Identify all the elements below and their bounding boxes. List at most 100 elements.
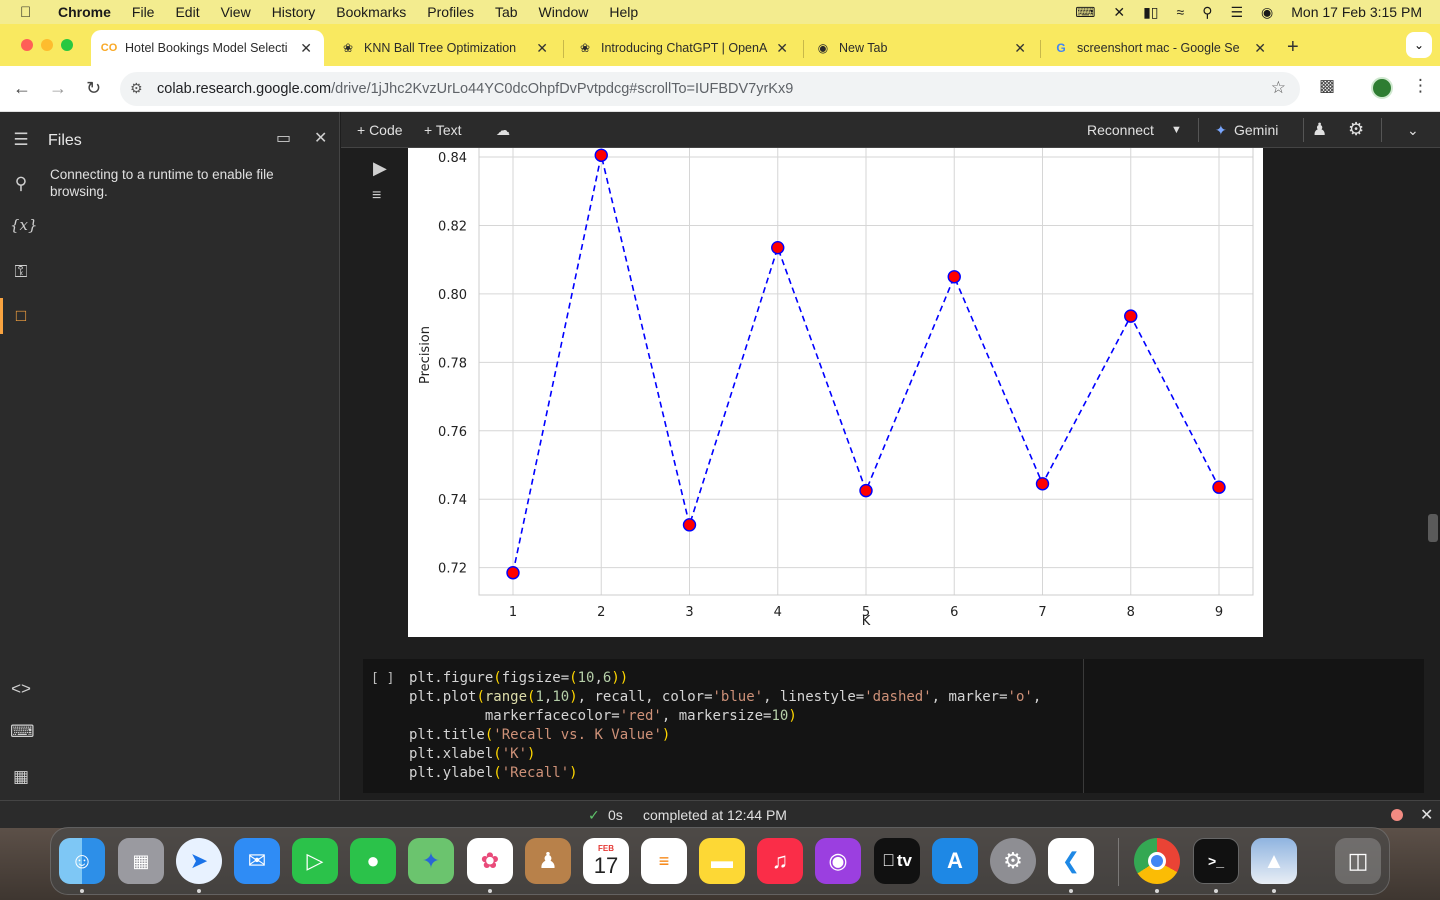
- address-bar[interactable]: ⚙ colab.research.google.com/drive/1jJhc2…: [120, 72, 1300, 106]
- messages-icon[interactable]: ●: [350, 838, 396, 884]
- calendar-icon[interactable]: FEB 17: [583, 838, 629, 884]
- code-cell[interactable]: [ ] plt.figure(figsize=(10,6)) plt.plot(…: [363, 659, 1424, 793]
- tab-knn-ball-tree[interactable]: ❀ KNN Ball Tree Optimization ✕: [330, 30, 560, 66]
- tab-introducing-chatgpt[interactable]: ❀ Introducing ChatGPT | OpenA ✕: [567, 30, 800, 66]
- secrets-key-icon[interactable]: ⚿: [14, 262, 28, 281]
- photos-icon[interactable]: ✿: [467, 838, 513, 884]
- podcasts-icon[interactable]: ◉: [815, 838, 861, 884]
- add-code-cell-button[interactable]: + Code: [357, 122, 403, 138]
- tab-separator: [1040, 40, 1041, 58]
- menu-help[interactable]: Help: [609, 4, 639, 20]
- facetime-icon[interactable]: ▷: [292, 838, 338, 884]
- runtime-status-dot-icon[interactable]: [1391, 809, 1403, 821]
- chrome-menu-kebab-icon[interactable]: ⋮: [1412, 76, 1429, 95]
- output-menu-icon[interactable]: ≡: [372, 187, 382, 204]
- menu-view[interactable]: View: [220, 4, 251, 20]
- menu-clock[interactable]: Mon 17 Feb 3:15 PM: [1291, 4, 1422, 20]
- share-people-icon[interactable]: ♟: [1312, 120, 1328, 139]
- bookmark-star-icon[interactable]: ☆: [1270, 78, 1286, 97]
- app-store-icon[interactable]: A: [932, 838, 978, 884]
- siri-icon[interactable]: ◉: [1261, 3, 1274, 20]
- extensions-puzzle-icon[interactable]: ▩: [1319, 76, 1336, 95]
- variables-icon[interactable]: {x}: [10, 216, 38, 234]
- tab-title: Introducing ChatGPT | OpenA: [601, 41, 768, 55]
- run-cell-play-icon[interactable]: ▶: [373, 158, 387, 178]
- close-window-button[interactable]: [21, 39, 33, 51]
- terminal-icon[interactable]: >_: [1193, 838, 1239, 884]
- preview-icon[interactable]: ▲: [1251, 838, 1297, 884]
- safari-icon[interactable]: ➤: [176, 838, 222, 884]
- menu-history[interactable]: History: [271, 4, 316, 20]
- notebook-area: ▶ ≡ 0.72 0.74 0.76 0.78 0.80 0.82 0.84 1 2 3 4 5 6 7 8…: [341, 145, 1440, 800]
- close-panel-icon[interactable]: ✕: [314, 130, 328, 147]
- cloud-save-icon[interactable]: ☁: [496, 122, 510, 138]
- new-tab-button[interactable]: +: [1287, 36, 1299, 58]
- code-snippets-icon[interactable]: <>: [11, 679, 31, 698]
- table-of-contents-icon[interactable]: ☰: [13, 130, 29, 149]
- notebook-scrollbar[interactable]: [1428, 514, 1438, 542]
- chrome-icon[interactable]: [1134, 838, 1180, 884]
- search-icon[interactable]: ⚲: [14, 174, 28, 193]
- system-settings-icon[interactable]: ⚙: [990, 838, 1036, 884]
- menu-profiles[interactable]: Profiles: [427, 4, 474, 20]
- open-in-tab-icon[interactable]: ▭: [276, 130, 292, 147]
- zoom-window-button[interactable]: [61, 39, 73, 51]
- vscode-icon[interactable]: ❮: [1048, 838, 1094, 884]
- cell-execution-bracket[interactable]: [ ]: [371, 671, 395, 686]
- minimize-window-button[interactable]: [41, 39, 53, 51]
- menu-file[interactable]: File: [131, 4, 155, 20]
- reminders-icon[interactable]: ≡: [641, 838, 687, 884]
- search-icon[interactable]: ⚲: [1202, 3, 1213, 20]
- settings-gear-icon[interactable]: ⚙: [1348, 119, 1365, 139]
- bluetooth-icon[interactable]: ✕: [1113, 3, 1126, 20]
- terminal-icon[interactable]: ▦: [12, 767, 30, 786]
- tab-google-search[interactable]: G screenshort mac - Google Se ✕: [1043, 30, 1278, 66]
- tab-new-tab[interactable]: ◉ New Tab ✕: [805, 30, 1038, 66]
- launchpad-icon[interactable]: ▦: [118, 838, 164, 884]
- menu-window[interactable]: Window: [538, 4, 589, 20]
- apple-menu-icon[interactable]: : [20, 4, 38, 21]
- menu-tab[interactable]: Tab: [494, 4, 518, 20]
- music-icon[interactable]: ♫: [757, 838, 803, 884]
- menu-bookmarks[interactable]: Bookmarks: [336, 4, 407, 20]
- folder-icon[interactable]: □: [15, 306, 27, 325]
- apple-tv-icon[interactable]: tv: [874, 838, 920, 884]
- code-line: plt.plot(range(1,10), recall, color='blu…: [409, 689, 1042, 705]
- control-center-icon[interactable]: ☰: [1230, 3, 1244, 20]
- gemini-button[interactable]: Gemini: [1234, 122, 1279, 138]
- menu-chrome[interactable]: Chrome: [58, 4, 111, 20]
- close-tab-icon[interactable]: ✕: [300, 39, 312, 56]
- back-arrow-icon[interactable]: ←: [13, 78, 31, 98]
- wifi-icon[interactable]: ≈: [1176, 4, 1185, 20]
- menu-edit[interactable]: Edit: [175, 4, 200, 20]
- battery-icon[interactable]: ▮▯: [1143, 3, 1159, 20]
- close-status-icon[interactable]: ✕: [1420, 807, 1434, 824]
- notes-icon[interactable]: ▬: [699, 838, 745, 884]
- tab-search-chevron-icon[interactable]: ⌄: [1406, 32, 1432, 58]
- maps-icon[interactable]: ✦: [408, 838, 454, 884]
- keyboard-icon[interactable]: ⌨: [1075, 3, 1096, 20]
- dock-separator: [1118, 838, 1119, 886]
- tab-hotel-bookings[interactable]: CO Hotel Bookings Model Selecti ✕: [91, 30, 324, 66]
- command-palette-icon[interactable]: ⌨: [10, 722, 35, 741]
- finder-icon[interactable]: ☺: [59, 838, 105, 884]
- close-tab-icon[interactable]: ✕: [776, 39, 788, 56]
- gemini-sparkle-icon[interactable]: ✦: [1215, 122, 1227, 138]
- reconnect-button[interactable]: Reconnect: [1087, 122, 1154, 138]
- close-tab-icon[interactable]: ✕: [1014, 39, 1026, 56]
- runtime-dropdown-chevron-icon[interactable]: ▼: [1171, 124, 1182, 136]
- collapse-header-chevron-icon[interactable]: ⌄: [1407, 122, 1419, 138]
- site-info-icon[interactable]: ⚙: [130, 80, 143, 96]
- trash-icon[interactable]: ◫: [1335, 838, 1381, 884]
- url-text[interactable]: colab.research.google.com/drive/1jJhc2Kv…: [157, 81, 793, 97]
- add-text-cell-button[interactable]: + Text: [424, 122, 462, 138]
- code-editor[interactable]: plt.figure(figsize=(10,6)) plt.plot(rang…: [409, 669, 1041, 783]
- close-tab-icon[interactable]: ✕: [536, 39, 548, 56]
- close-tab-icon[interactable]: ✕: [1254, 39, 1266, 56]
- colab-status-bar: ✓ 0s completed at 12:44 PM ✕: [0, 800, 1440, 828]
- reload-icon[interactable]: ↻: [86, 78, 102, 98]
- profile-avatar[interactable]: [1371, 77, 1393, 99]
- mail-icon[interactable]: ✉: [234, 838, 280, 884]
- contacts-icon[interactable]: ♟: [525, 838, 571, 884]
- forward-arrow-icon[interactable]: →: [49, 78, 67, 98]
